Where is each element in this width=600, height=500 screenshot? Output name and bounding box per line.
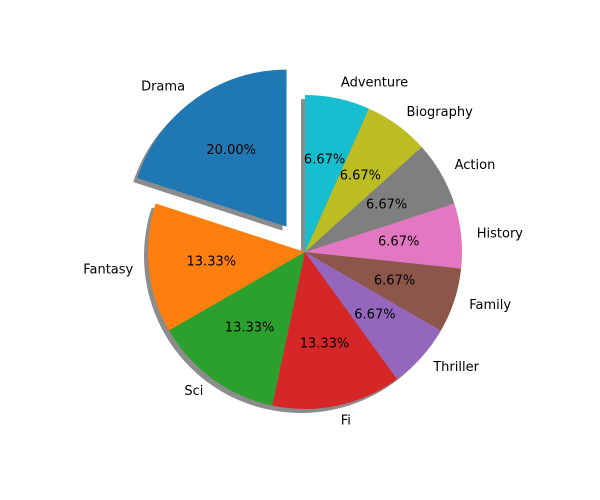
label-biography: Biography (407, 105, 474, 120)
label-history: History (477, 227, 524, 242)
pct-label-fantasy: 13.33% (187, 254, 237, 269)
label-fi: Fi (341, 413, 351, 428)
label-adventure: Adventure (341, 76, 408, 91)
slice-action (305, 146, 455, 252)
label-fantasy: Fantasy (83, 263, 133, 278)
pct-label-biography: 6.67% (340, 168, 381, 183)
label-thriller: Thriller (432, 360, 479, 375)
label-action: Action (455, 158, 496, 173)
pct-label-fi: 13.33% (300, 337, 350, 352)
slice-thriller (305, 252, 441, 380)
slice-sci (169, 252, 305, 406)
slice-fi (272, 252, 398, 410)
slice-history (305, 203, 463, 269)
pct-label-action: 6.67% (366, 197, 407, 212)
label-sci: Sci (184, 384, 203, 399)
pct-label-thriller: 6.67% (354, 308, 395, 323)
slice-family (305, 252, 462, 331)
slice-layer (137, 69, 463, 410)
slice-fantasy (148, 203, 305, 331)
slice-biography (305, 108, 422, 252)
slice-drama (137, 69, 287, 227)
pct-label-adventure: 6.67% (304, 152, 345, 167)
pct-label-history: 6.67% (378, 235, 419, 250)
slice-adventure (305, 95, 369, 252)
pct-label-family: 6.67% (374, 274, 415, 289)
pct-label-sci: 13.33% (225, 321, 275, 336)
pct-label-drama: 20.00% (206, 143, 256, 158)
label-family: Family (469, 298, 511, 313)
label-drama: Drama (141, 79, 185, 94)
label-layer: Drama 20.00% Fantasy 13.33% Sci 13.33% Fi 13.33… (83, 76, 523, 429)
